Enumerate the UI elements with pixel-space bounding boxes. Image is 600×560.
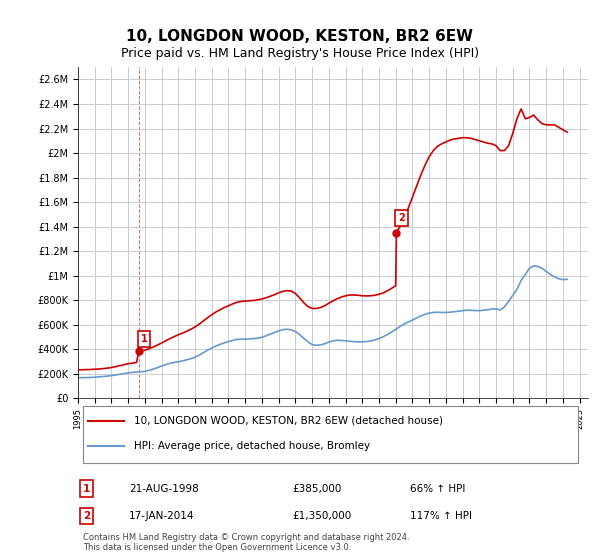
Text: 10, LONGDON WOOD, KESTON, BR2 6EW (detached house): 10, LONGDON WOOD, KESTON, BR2 6EW (detac… [134,416,443,426]
Text: 66% ↑ HPI: 66% ↑ HPI [409,484,465,493]
Text: 10, LONGDON WOOD, KESTON, BR2 6EW: 10, LONGDON WOOD, KESTON, BR2 6EW [127,29,473,44]
Text: 21-AUG-1998: 21-AUG-1998 [129,484,199,493]
Text: £385,000: £385,000 [292,484,341,493]
Text: 1: 1 [83,484,91,493]
Text: 17-JAN-2014: 17-JAN-2014 [129,511,194,521]
Text: 117% ↑ HPI: 117% ↑ HPI [409,511,472,521]
Text: HPI: Average price, detached house, Bromley: HPI: Average price, detached house, Brom… [134,441,370,451]
FancyBboxPatch shape [83,406,578,463]
Text: £1,350,000: £1,350,000 [292,511,352,521]
Text: Contains HM Land Registry data © Crown copyright and database right 2024.
This d: Contains HM Land Registry data © Crown c… [83,533,410,553]
Text: 2: 2 [83,511,91,521]
Text: 2: 2 [398,213,405,223]
Text: Price paid vs. HM Land Registry's House Price Index (HPI): Price paid vs. HM Land Registry's House … [121,46,479,60]
Text: 1: 1 [140,334,147,344]
